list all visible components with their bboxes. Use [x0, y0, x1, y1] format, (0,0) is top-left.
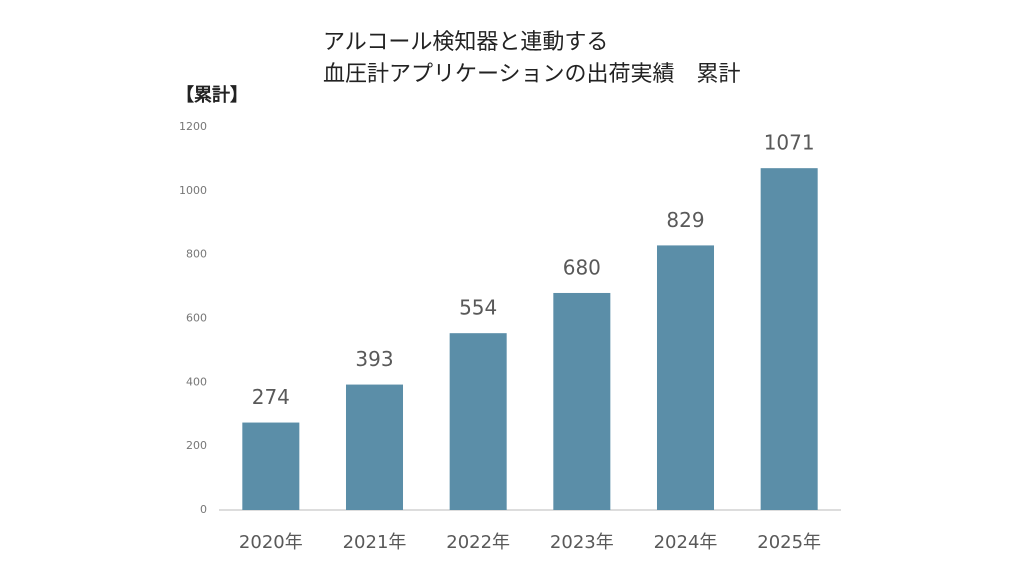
- bar: [656, 245, 715, 510]
- chart-title: 血圧計アプリケーションの出荷実績 累計: [323, 62, 741, 87]
- y-tick-label: 600: [186, 312, 207, 325]
- y-axis-label: 【累計】: [176, 84, 248, 106]
- bar: [449, 333, 507, 510]
- data-label: 680: [563, 255, 601, 279]
- y-tick-label: 200: [186, 439, 207, 452]
- data-label: 554: [459, 296, 497, 320]
- x-tick-label: 2023年: [550, 532, 614, 553]
- data-label: 829: [666, 208, 704, 232]
- y-tick-label: 0: [200, 503, 207, 516]
- chart-title: アルコール検知器と連動する: [323, 30, 608, 55]
- x-tick-label: 2020年: [239, 532, 303, 553]
- bar: [242, 422, 300, 510]
- x-tick-label: 2024年: [654, 532, 718, 553]
- data-label: 274: [252, 385, 290, 409]
- bar: [345, 384, 404, 510]
- x-tick-label: 2025年: [757, 532, 821, 553]
- data-label: 1071: [764, 131, 815, 155]
- bar: [553, 292, 611, 510]
- y-tick-label: 800: [186, 248, 207, 261]
- x-tick-label: 2022年: [446, 532, 510, 553]
- y-tick-label: 400: [186, 375, 207, 388]
- bar: [760, 168, 818, 511]
- x-tick-label: 2021年: [343, 532, 407, 553]
- data-label: 393: [355, 347, 393, 371]
- y-tick-label: 1000: [179, 184, 207, 197]
- y-tick-label: 1200: [179, 120, 207, 133]
